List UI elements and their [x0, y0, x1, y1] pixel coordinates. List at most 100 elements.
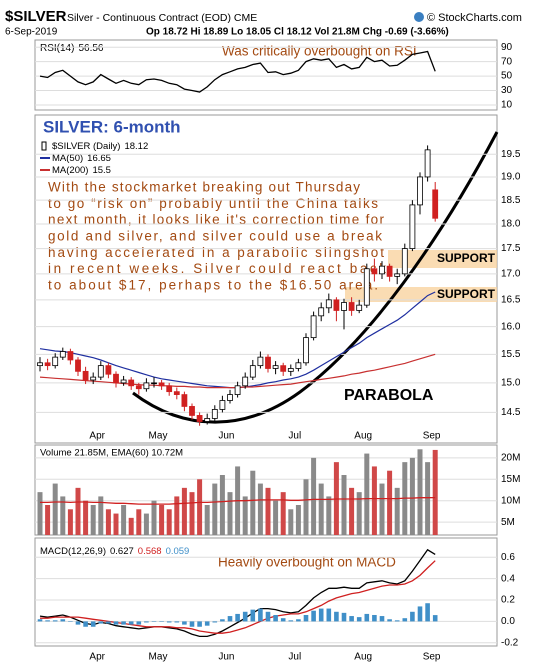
- bar: [311, 457, 317, 535]
- bar: [98, 496, 104, 535]
- x-tick-label: Sep: [423, 652, 441, 663]
- legend-value: 0.627: [110, 546, 134, 557]
- bar: [280, 618, 286, 622]
- series-line: [39, 548, 436, 638]
- bar: [121, 505, 127, 535]
- bar: [105, 509, 111, 535]
- bar: [128, 517, 134, 535]
- description: Silver - Continuous Contract (EOD) CME: [67, 12, 257, 24]
- y-tick-label: 10: [501, 100, 513, 111]
- bar: [394, 620, 400, 622]
- series-line: [40, 560, 436, 634]
- bar: [60, 619, 66, 622]
- candle-body: [166, 385, 173, 393]
- y-tick-label: 0.6: [501, 552, 515, 563]
- bar: [349, 487, 355, 535]
- copyright: © StockCharts.com: [427, 12, 522, 24]
- bar: [409, 457, 415, 535]
- bar: [189, 621, 195, 627]
- series-line: [39, 50, 436, 93]
- bar: [311, 610, 316, 622]
- bar: [45, 505, 51, 535]
- commentary-line: gold and silver, and silver could use a …: [48, 228, 382, 243]
- support-label: SUPPORT: [437, 287, 496, 301]
- commentary-line: With the stockmarket breaking out Thursd…: [48, 180, 360, 195]
- bar: [356, 492, 362, 535]
- bar: [113, 621, 119, 625]
- candle-body: [356, 304, 363, 311]
- bar: [379, 616, 385, 622]
- candle-body: [151, 382, 157, 385]
- candle-body: [227, 394, 233, 401]
- bar: [432, 615, 438, 622]
- candle-body: [52, 356, 59, 367]
- legend-value: 0.059: [166, 546, 190, 557]
- candle-body: [97, 365, 104, 378]
- bar: [181, 487, 187, 535]
- candle-body: [219, 400, 226, 410]
- series-line: [40, 496, 436, 505]
- bar: [265, 487, 271, 535]
- candle-body: [409, 204, 416, 249]
- candle-body: [303, 337, 309, 364]
- legend-label: $SILVER (Daily): [52, 141, 120, 152]
- y-tick-label: 0.4: [501, 573, 515, 584]
- commentary-line: next month, it looks like it's correctio…: [48, 212, 385, 227]
- y-tick-label: 17.5: [501, 243, 521, 254]
- candle-body: [242, 376, 249, 387]
- parabola: [132, 131, 499, 424]
- bar: [197, 479, 203, 535]
- x-tick-label: Apr: [89, 652, 105, 663]
- bar: [258, 608, 263, 622]
- bar: [37, 619, 43, 622]
- bar: [341, 612, 347, 622]
- price-legend: $SILVER (Daily) 18.12: [52, 141, 148, 152]
- bar: [128, 621, 134, 625]
- legend-label: MA(50): [52, 153, 83, 164]
- legend-label: RSI(14): [40, 43, 74, 54]
- bar: [83, 500, 89, 535]
- candle-body: [386, 265, 393, 277]
- y-tick-label: 20M: [501, 452, 520, 463]
- candle-body: [44, 362, 51, 367]
- legend-label: MACD(12,26,9): [40, 546, 106, 557]
- macd-panel: [34, 537, 498, 647]
- bar: [174, 621, 180, 623]
- x-tick-label: Aug: [354, 431, 372, 442]
- bar: [372, 614, 377, 622]
- bar: [326, 496, 332, 535]
- bar: [197, 621, 202, 627]
- x-tick-label: May: [149, 652, 168, 663]
- bar: [227, 492, 233, 535]
- bar: [250, 470, 256, 535]
- x-tick-label: Jun: [218, 652, 234, 663]
- candle-body: [280, 365, 287, 372]
- legend-swatch: [41, 141, 47, 151]
- candle-body: [379, 265, 385, 275]
- bar: [379, 483, 385, 535]
- bar: [364, 613, 370, 622]
- macd-legend: MACD(12,26,9) 0.627 0.568 0.059: [40, 546, 189, 557]
- bar: [288, 620, 294, 622]
- bar: [37, 492, 43, 535]
- candle-body: [318, 307, 325, 317]
- bar: [303, 614, 309, 622]
- candle-body: [120, 379, 127, 384]
- bar: [250, 609, 256, 622]
- y-tick-label: 90: [501, 42, 513, 53]
- candle-body: [424, 149, 431, 178]
- candle-body: [333, 299, 340, 311]
- legend-value: 15.5: [92, 165, 111, 176]
- bar: [273, 500, 279, 535]
- y-tick-label: 19.5: [501, 149, 521, 160]
- commentary-line: to about $17, perhaps to the $16.50 area…: [48, 277, 378, 292]
- bar: [212, 483, 218, 535]
- candle-body: [265, 356, 271, 369]
- bar: [227, 616, 233, 622]
- bar: [288, 509, 294, 535]
- candle-body: [158, 382, 165, 387]
- bar: [425, 603, 430, 622]
- date: 6-Sep-2019: [5, 27, 58, 38]
- legend-value: 0.568: [138, 546, 162, 557]
